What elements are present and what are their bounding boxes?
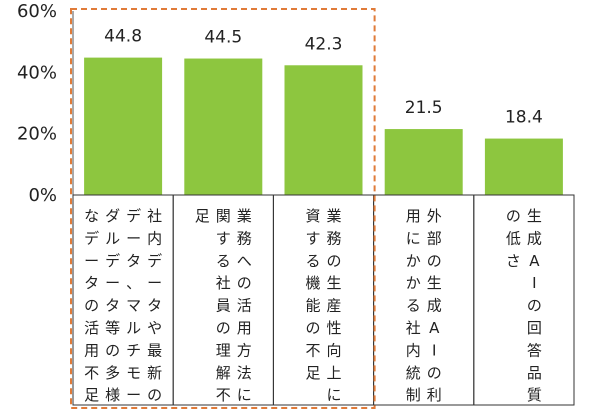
category-label: 外部の生成 A I の利 (427, 207, 442, 404)
highlight-box (70, 8, 376, 409)
y-tick-label: 20% (17, 124, 57, 145)
category-label: ダルデータ等の多様 (105, 207, 120, 404)
category-label: 足 (195, 207, 210, 225)
data-label: 21.5 (405, 98, 443, 118)
y-tick-label: 40% (17, 62, 57, 83)
category-box (473, 194, 575, 406)
category-label: 資する機能の不足 (305, 207, 320, 382)
data-label: 18.4 (505, 108, 543, 128)
bar (284, 65, 363, 195)
bar (184, 58, 263, 196)
category-label: 社内データや最新の (147, 207, 162, 404)
y-tick-label: 0% (28, 185, 57, 206)
category-label: 用にかかる社内統制 (406, 207, 421, 404)
bar (84, 57, 163, 195)
category-label: の低さ (506, 207, 521, 270)
data-label: 44.8 (104, 27, 142, 47)
category-label: 業務への活用方法に (237, 207, 252, 404)
data-label: 42.3 (305, 34, 343, 54)
bar (384, 129, 463, 195)
category-label: データ、マルチモー (126, 207, 141, 404)
category-box (373, 194, 475, 406)
category-label: なデータの活用不足 (84, 207, 99, 404)
category-label: 生成 A I の回答品質 (527, 207, 542, 404)
bar (484, 138, 563, 195)
category-label: 業務の生産性向上に (326, 207, 341, 404)
y-tick-label: 60% (17, 1, 57, 22)
category-box (272, 194, 375, 406)
data-label: 44.5 (204, 28, 242, 48)
category-label: 関する社員の理解不 (216, 207, 231, 404)
